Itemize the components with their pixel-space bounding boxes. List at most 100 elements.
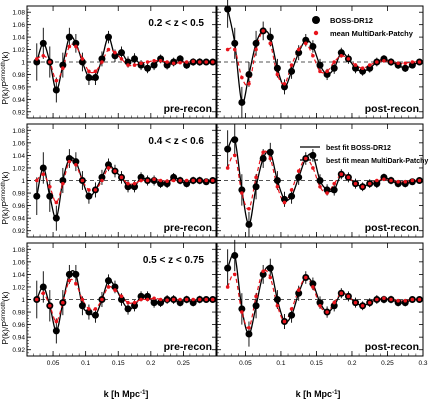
data-point-boss	[238, 186, 246, 194]
data-point-patchy	[74, 44, 78, 49]
data-point-patchy	[346, 57, 351, 61]
data-point-boss	[52, 214, 60, 222]
data-point-patchy	[197, 297, 202, 302]
data-point-boss	[33, 58, 41, 66]
y-tick-label: 1	[21, 297, 25, 304]
data-point-patchy	[375, 178, 379, 183]
data-point-patchy	[232, 272, 237, 277]
data-point-boss	[408, 61, 416, 69]
data-point-boss	[98, 173, 106, 181]
data-point-patchy	[184, 178, 189, 183]
x-tick-label: 0.2	[347, 360, 356, 367]
data-point-patchy	[296, 288, 301, 292]
data-point-boss	[280, 195, 288, 203]
data-point-boss	[266, 148, 274, 156]
legend-patchy-marker	[313, 30, 319, 36]
data-point-patchy	[113, 288, 117, 292]
data-point-boss	[288, 192, 296, 200]
data-point-patchy	[171, 297, 176, 302]
data-point-boss	[176, 299, 184, 307]
data-point-patchy	[396, 61, 400, 66]
data-point-patchy	[247, 81, 251, 86]
data-point-boss	[131, 55, 139, 63]
y-tick-label: 1.02	[12, 284, 25, 291]
data-point-patchy	[403, 61, 408, 66]
data-point-boss	[238, 305, 246, 313]
data-point-patchy	[210, 60, 215, 64]
data-point-patchy	[261, 269, 265, 274]
data-point-boss	[104, 33, 112, 41]
data-point-boss	[59, 177, 67, 184]
data-point-patchy	[311, 53, 315, 58]
data-point-boss	[401, 64, 409, 72]
data-point-boss	[78, 302, 86, 310]
data-point-patchy	[367, 181, 372, 186]
data-point-patchy	[375, 60, 379, 64]
legend-boss-marker	[312, 16, 320, 24]
data-point-patchy	[225, 47, 230, 52]
panel-2: post-recon	[216, 0, 424, 119]
x-tick-label: 0.15	[112, 360, 125, 367]
data-point-patchy	[93, 188, 98, 192]
data-point-boss	[39, 283, 47, 291]
data-point-patchy	[87, 69, 91, 74]
data-point-patchy	[410, 297, 415, 302]
data-point-boss	[266, 264, 274, 272]
data-point-boss	[273, 64, 281, 72]
panel-3: 0.92 0.94 0.96 0.98 1 1.02 1.04 1.06 1.08 0.4 < z…	[12, 123, 217, 238]
data-point-patchy	[132, 300, 137, 305]
data-point-patchy	[389, 178, 393, 183]
data-point-patchy	[303, 275, 308, 280]
panel-title: 0.5 < z < 0.75	[143, 255, 205, 266]
data-point-boss	[72, 39, 80, 47]
data-point-patchy	[275, 303, 280, 308]
y-tick-label: 0.92	[12, 228, 25, 235]
data-point-boss	[78, 58, 86, 66]
data-point-patchy	[268, 275, 273, 280]
data-point-patchy	[132, 63, 137, 67]
data-point-boss	[137, 292, 145, 300]
data-point-patchy	[339, 53, 344, 58]
data-point-patchy	[240, 75, 244, 80]
data-point-boss	[238, 98, 246, 106]
y-tick-label: 1	[21, 60, 25, 67]
data-point-boss	[170, 173, 178, 181]
data-point-patchy	[191, 178, 195, 183]
data-point-boss	[111, 52, 119, 60]
y-tick-label: 1.08	[12, 10, 25, 17]
data-point-patchy	[339, 291, 344, 296]
data-point-patchy	[80, 178, 85, 183]
data-point-patchy	[240, 310, 244, 314]
data-point-patchy	[54, 200, 59, 205]
data-point-boss	[118, 49, 125, 57]
data-point-boss	[150, 299, 158, 307]
data-point-boss	[323, 186, 331, 194]
data-point-patchy	[225, 166, 230, 170]
data-point-boss	[309, 280, 317, 288]
x-tick-label: 0.25	[381, 360, 394, 367]
data-point-boss	[245, 330, 253, 338]
data-point-patchy	[41, 291, 46, 296]
data-point-patchy	[87, 307, 91, 311]
data-point-patchy	[382, 296, 386, 301]
fit-line-patchy	[227, 269, 420, 329]
data-point-patchy	[139, 178, 143, 183]
data-point-patchy	[126, 181, 130, 186]
data-point-boss	[273, 177, 281, 184]
data-point-patchy	[254, 175, 258, 180]
data-point-boss	[224, 264, 232, 272]
data-point-patchy	[87, 188, 91, 192]
data-point-patchy	[178, 297, 182, 302]
fit-line-patchy	[227, 150, 420, 210]
data-point-boss	[295, 289, 303, 297]
data-point-patchy	[204, 60, 209, 64]
y-tick-label: 0.96	[12, 322, 25, 329]
legend-boss-label: BOSS-DR12	[330, 16, 373, 25]
panels-layer: 0.92 0.94 0.96 0.98 1 1.02 1.04 1.06 1.08 0.2 < z…	[12, 0, 428, 367]
data-point-boss	[316, 299, 324, 307]
x-tick-label: 0.15	[310, 360, 323, 367]
data-point-patchy	[93, 307, 98, 311]
data-point-patchy	[80, 57, 85, 61]
panel-recon-label: pre-recon	[164, 341, 212, 353]
data-point-patchy	[389, 297, 393, 302]
